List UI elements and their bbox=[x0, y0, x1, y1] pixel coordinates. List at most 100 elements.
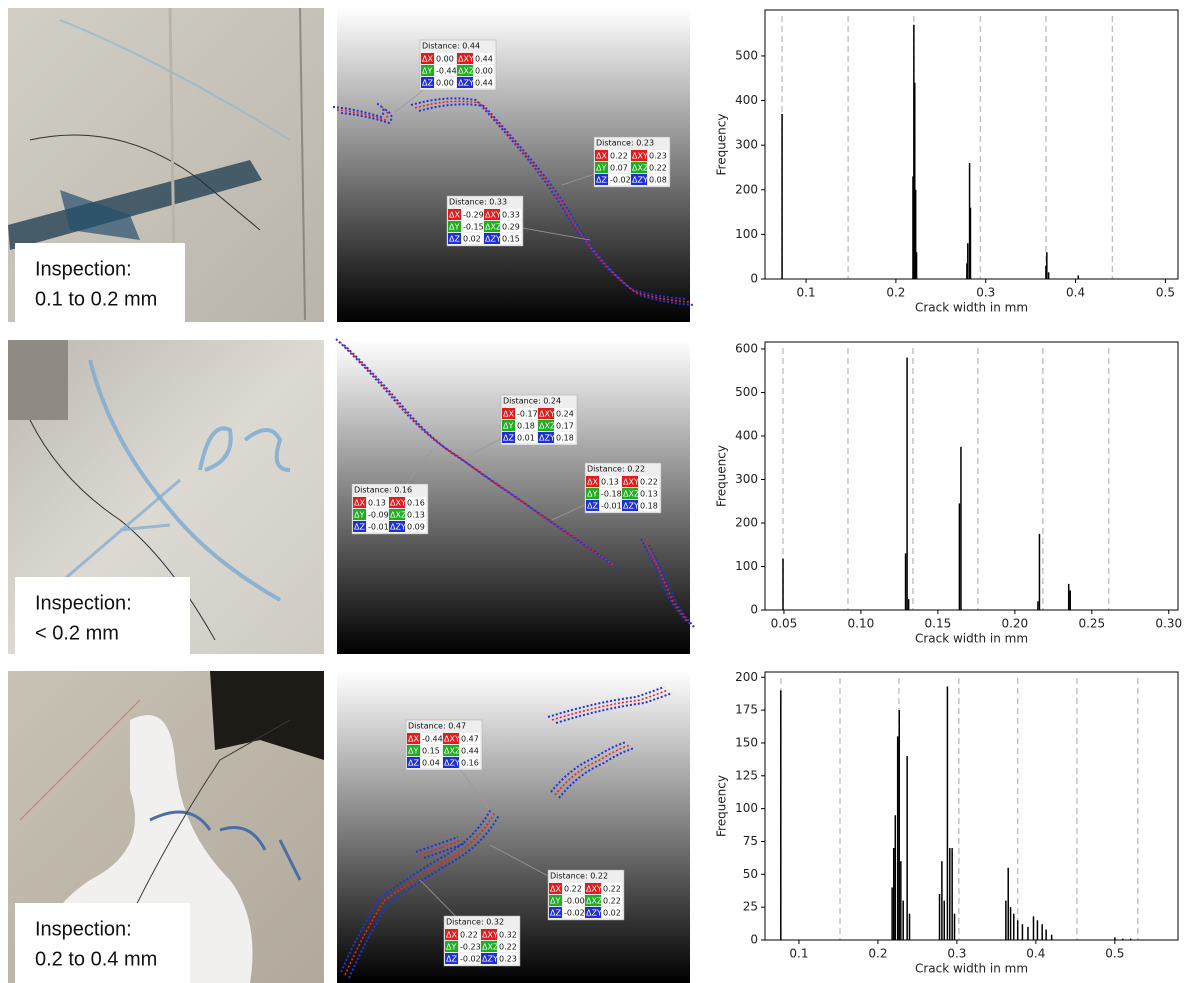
annotation-axis: ΔXZ bbox=[444, 747, 461, 756]
histogram-bar bbox=[1013, 914, 1015, 940]
histogram-bar bbox=[908, 599, 910, 610]
histogram-bar bbox=[1027, 927, 1029, 940]
annotation-value: 0.18 bbox=[556, 434, 574, 443]
y-tick-label: 0 bbox=[750, 933, 758, 947]
x-axis-label: Crack width in mm bbox=[915, 301, 1028, 315]
annotation-value: -0.17 bbox=[517, 410, 538, 419]
x-tick-label: 0.25 bbox=[1078, 617, 1105, 631]
annotation-value: 0.18 bbox=[640, 502, 658, 511]
inspection-label: Inspection: bbox=[35, 258, 132, 280]
y-tick-label: 500 bbox=[735, 48, 758, 62]
x-tick-label: 0.3 bbox=[976, 286, 995, 300]
histogram-bar bbox=[1005, 901, 1007, 940]
histogram-bar bbox=[941, 861, 943, 940]
histogram-bar bbox=[1069, 590, 1071, 610]
annotation-value: 0.44 bbox=[475, 79, 493, 88]
histogram-bar bbox=[1007, 868, 1009, 940]
annotation-value: -0.09 bbox=[368, 511, 389, 520]
annotation-axis: ΔXZ bbox=[482, 943, 499, 952]
y-tick-label: 100 bbox=[735, 801, 758, 815]
annotation-axis: ΔZY bbox=[485, 235, 501, 244]
histogram-bar bbox=[944, 901, 946, 940]
annotation-value: -0.00 bbox=[564, 897, 585, 906]
histogram-bar bbox=[898, 710, 900, 940]
y-tick-label: 300 bbox=[735, 138, 758, 152]
annotation-value: 0.00 bbox=[475, 67, 493, 76]
annotation-axis: ΔZ bbox=[422, 79, 433, 88]
annotation-value: 0.47 bbox=[461, 735, 479, 744]
y-tick-label: 0 bbox=[750, 603, 758, 617]
annotation-distance: Distance: 0.22 bbox=[587, 465, 645, 474]
x-tick-label: 0.5 bbox=[1105, 947, 1124, 961]
histogram-bar bbox=[906, 756, 908, 940]
y-tick-label: 25 bbox=[743, 900, 758, 914]
histogram-bar bbox=[916, 252, 918, 279]
annotation-distance: Distance: 0.32 bbox=[446, 918, 504, 927]
annotation-axis: ΔXZ bbox=[390, 511, 407, 520]
annotation-axis: ΔXZ bbox=[458, 67, 475, 76]
annotation-value: 0.15 bbox=[502, 235, 520, 244]
inspection-range: 0.2 to 0.4 mm bbox=[35, 948, 157, 970]
annotation-axis: ΔXY bbox=[632, 152, 648, 161]
x-tick-label: 0.30 bbox=[1155, 617, 1182, 631]
annotation-axis: ΔX bbox=[354, 499, 365, 508]
annotation-axis: ΔXZ bbox=[586, 897, 603, 906]
histogram-bar bbox=[949, 848, 951, 940]
annotation-axis: ΔX bbox=[449, 211, 460, 220]
annotation-value: -0.02 bbox=[610, 176, 631, 185]
y-tick-label: 125 bbox=[735, 768, 758, 782]
annotation-value: 0.23 bbox=[649, 152, 667, 161]
x-tick-label: 0.5 bbox=[1156, 286, 1175, 300]
histogram-bar bbox=[893, 848, 895, 940]
annotation-value: -0.02 bbox=[564, 909, 585, 918]
annotation-axis: ΔZ bbox=[503, 434, 514, 443]
histogram-bar bbox=[959, 503, 961, 610]
annotation-distance: Distance: 0.23 bbox=[596, 139, 654, 148]
annotation-value: 0.17 bbox=[556, 422, 574, 431]
y-tick-label: 400 bbox=[735, 93, 758, 107]
histogram-bar bbox=[951, 848, 953, 940]
y-tick-label: 200 bbox=[735, 515, 758, 529]
histogram-bar bbox=[939, 894, 941, 940]
histogram-bar bbox=[1046, 252, 1048, 279]
inspection-label: Inspection: bbox=[35, 592, 132, 614]
y-tick-label: 100 bbox=[735, 227, 758, 241]
annotation-value: -0.29 bbox=[463, 211, 484, 220]
x-tick-label: 0.2 bbox=[868, 947, 887, 961]
annotation-value: 0.01 bbox=[517, 434, 535, 443]
annotation-value: 0.09 bbox=[407, 523, 425, 532]
annotation-value: 0.13 bbox=[368, 499, 386, 508]
annotation-axis: ΔZY bbox=[482, 955, 498, 964]
y-tick-label: 200 bbox=[735, 182, 758, 196]
histogram-bar bbox=[1068, 584, 1070, 610]
y-axis-label: Frequency bbox=[715, 775, 729, 837]
annotation-value: -0.18 bbox=[601, 490, 622, 499]
annotation-axis: ΔXY bbox=[623, 478, 639, 487]
annotation-axis: ΔY bbox=[550, 897, 560, 906]
annotation-value: 0.02 bbox=[463, 235, 481, 244]
annotation-axis: ΔX bbox=[503, 410, 514, 419]
annotation-axis: ΔXZ bbox=[485, 223, 502, 232]
annotation-axis: ΔY bbox=[503, 422, 513, 431]
annotation-distance: Distance: 0.16 bbox=[354, 486, 412, 495]
annotation-axis: ΔZY bbox=[444, 759, 460, 768]
annotation-axis: ΔX bbox=[446, 931, 457, 940]
annotation-distance: Distance: 0.33 bbox=[449, 198, 507, 207]
annotation-value: 0.22 bbox=[649, 164, 667, 173]
x-tick-label: 0.10 bbox=[848, 617, 875, 631]
annotation-axis: ΔX bbox=[408, 735, 419, 744]
histogram-bar bbox=[900, 861, 902, 940]
histogram-bar bbox=[1039, 534, 1041, 610]
annotation-axis: ΔZ bbox=[446, 955, 457, 964]
histogram-bar bbox=[905, 553, 907, 610]
histogram-bar bbox=[1045, 929, 1047, 940]
x-tick-label: 0.1 bbox=[789, 947, 808, 961]
plot-frame bbox=[765, 672, 1178, 940]
histogram-bar bbox=[967, 243, 969, 279]
annotation-axis: ΔY bbox=[354, 511, 364, 520]
annotation-axis: ΔZ bbox=[354, 523, 365, 532]
annotation-value: 0.00 bbox=[436, 79, 454, 88]
annotation-value: 0.04 bbox=[422, 759, 440, 768]
annotation-axis: ΔXY bbox=[390, 499, 406, 508]
annotation-axis: ΔZY bbox=[586, 909, 602, 918]
